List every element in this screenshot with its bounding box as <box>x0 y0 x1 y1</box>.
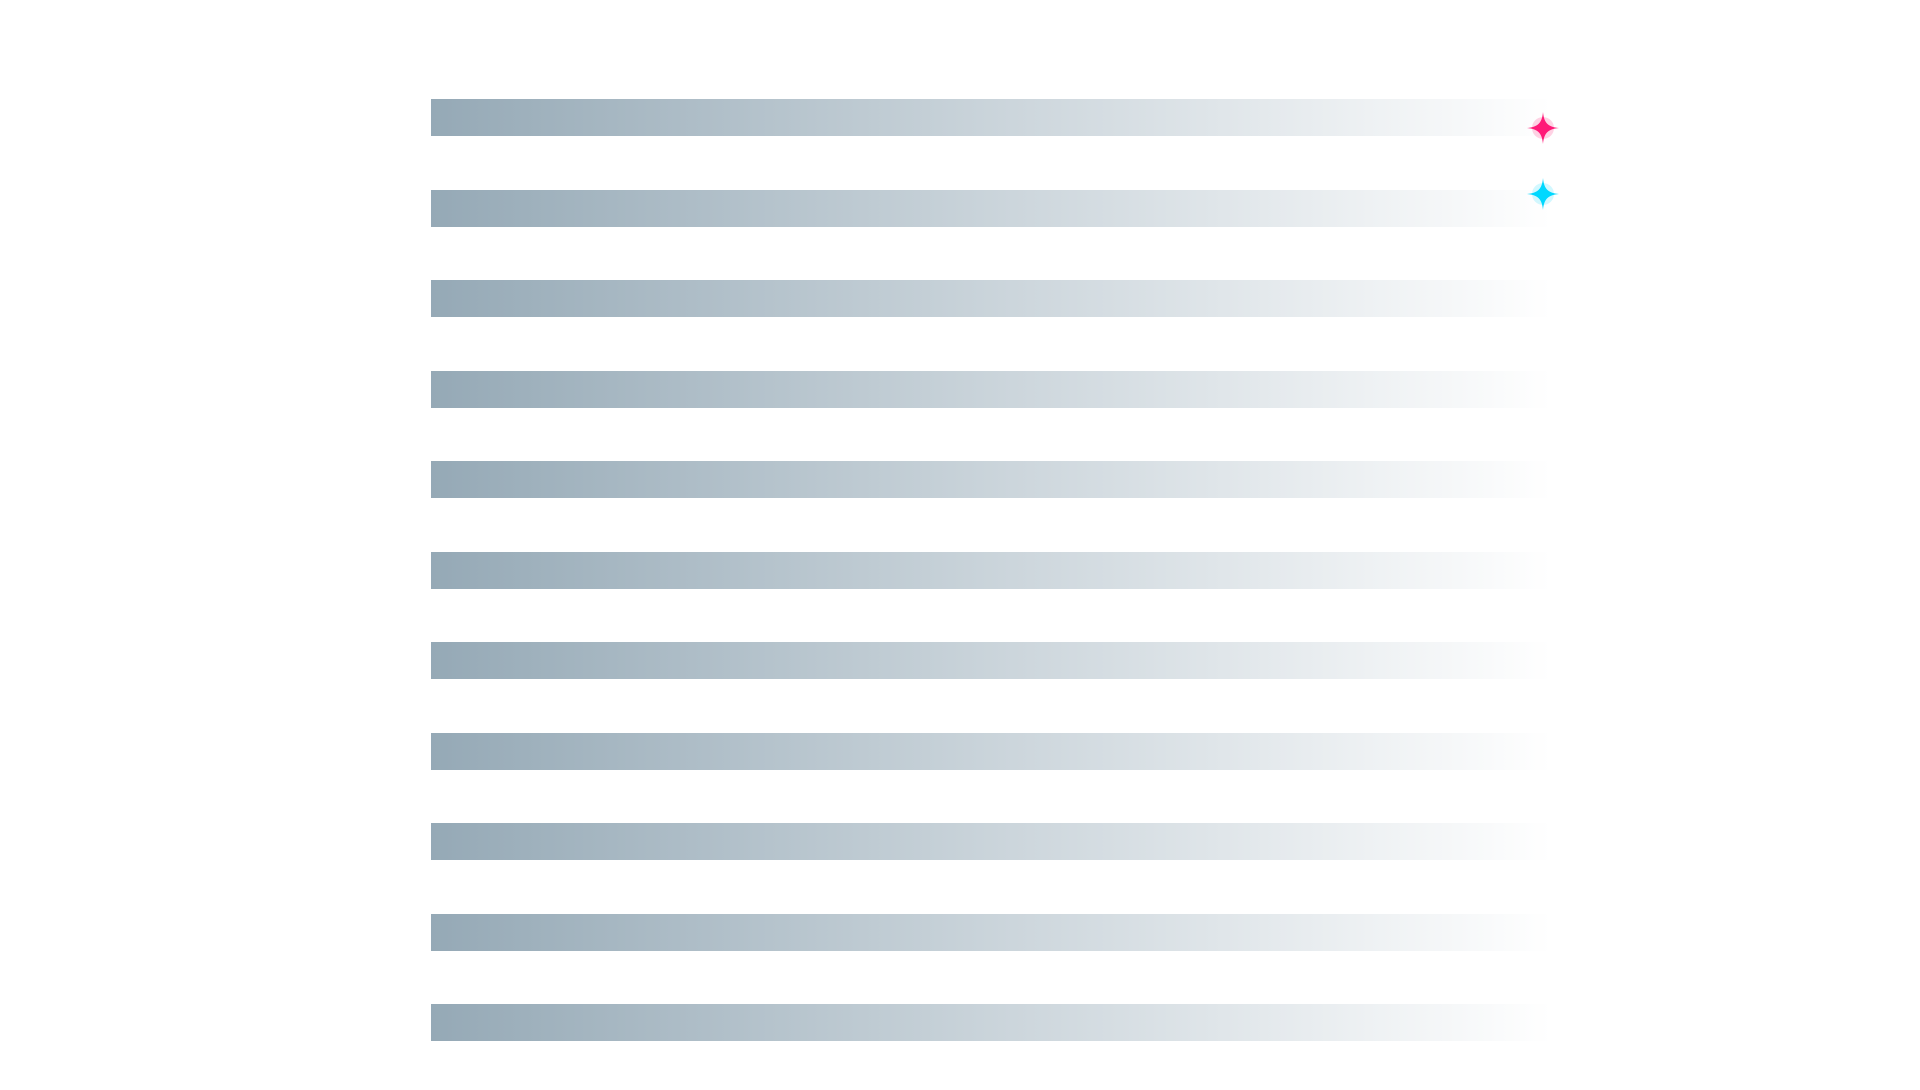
gradient-bar <box>431 823 1551 860</box>
pink-sparkle-icon <box>1526 111 1560 145</box>
gradient-bar <box>431 280 1551 317</box>
gradient-bar <box>431 733 1551 770</box>
gradient-bar <box>431 642 1551 679</box>
gradient-bar <box>431 99 1551 136</box>
gradient-bar <box>431 1004 1551 1041</box>
gradient-bar <box>431 914 1551 951</box>
gradient-bar <box>431 371 1551 408</box>
gradient-bar <box>431 190 1551 227</box>
gradient-bar <box>431 461 1551 498</box>
gradient-bar <box>431 552 1551 589</box>
cyan-sparkle-icon <box>1526 177 1560 211</box>
